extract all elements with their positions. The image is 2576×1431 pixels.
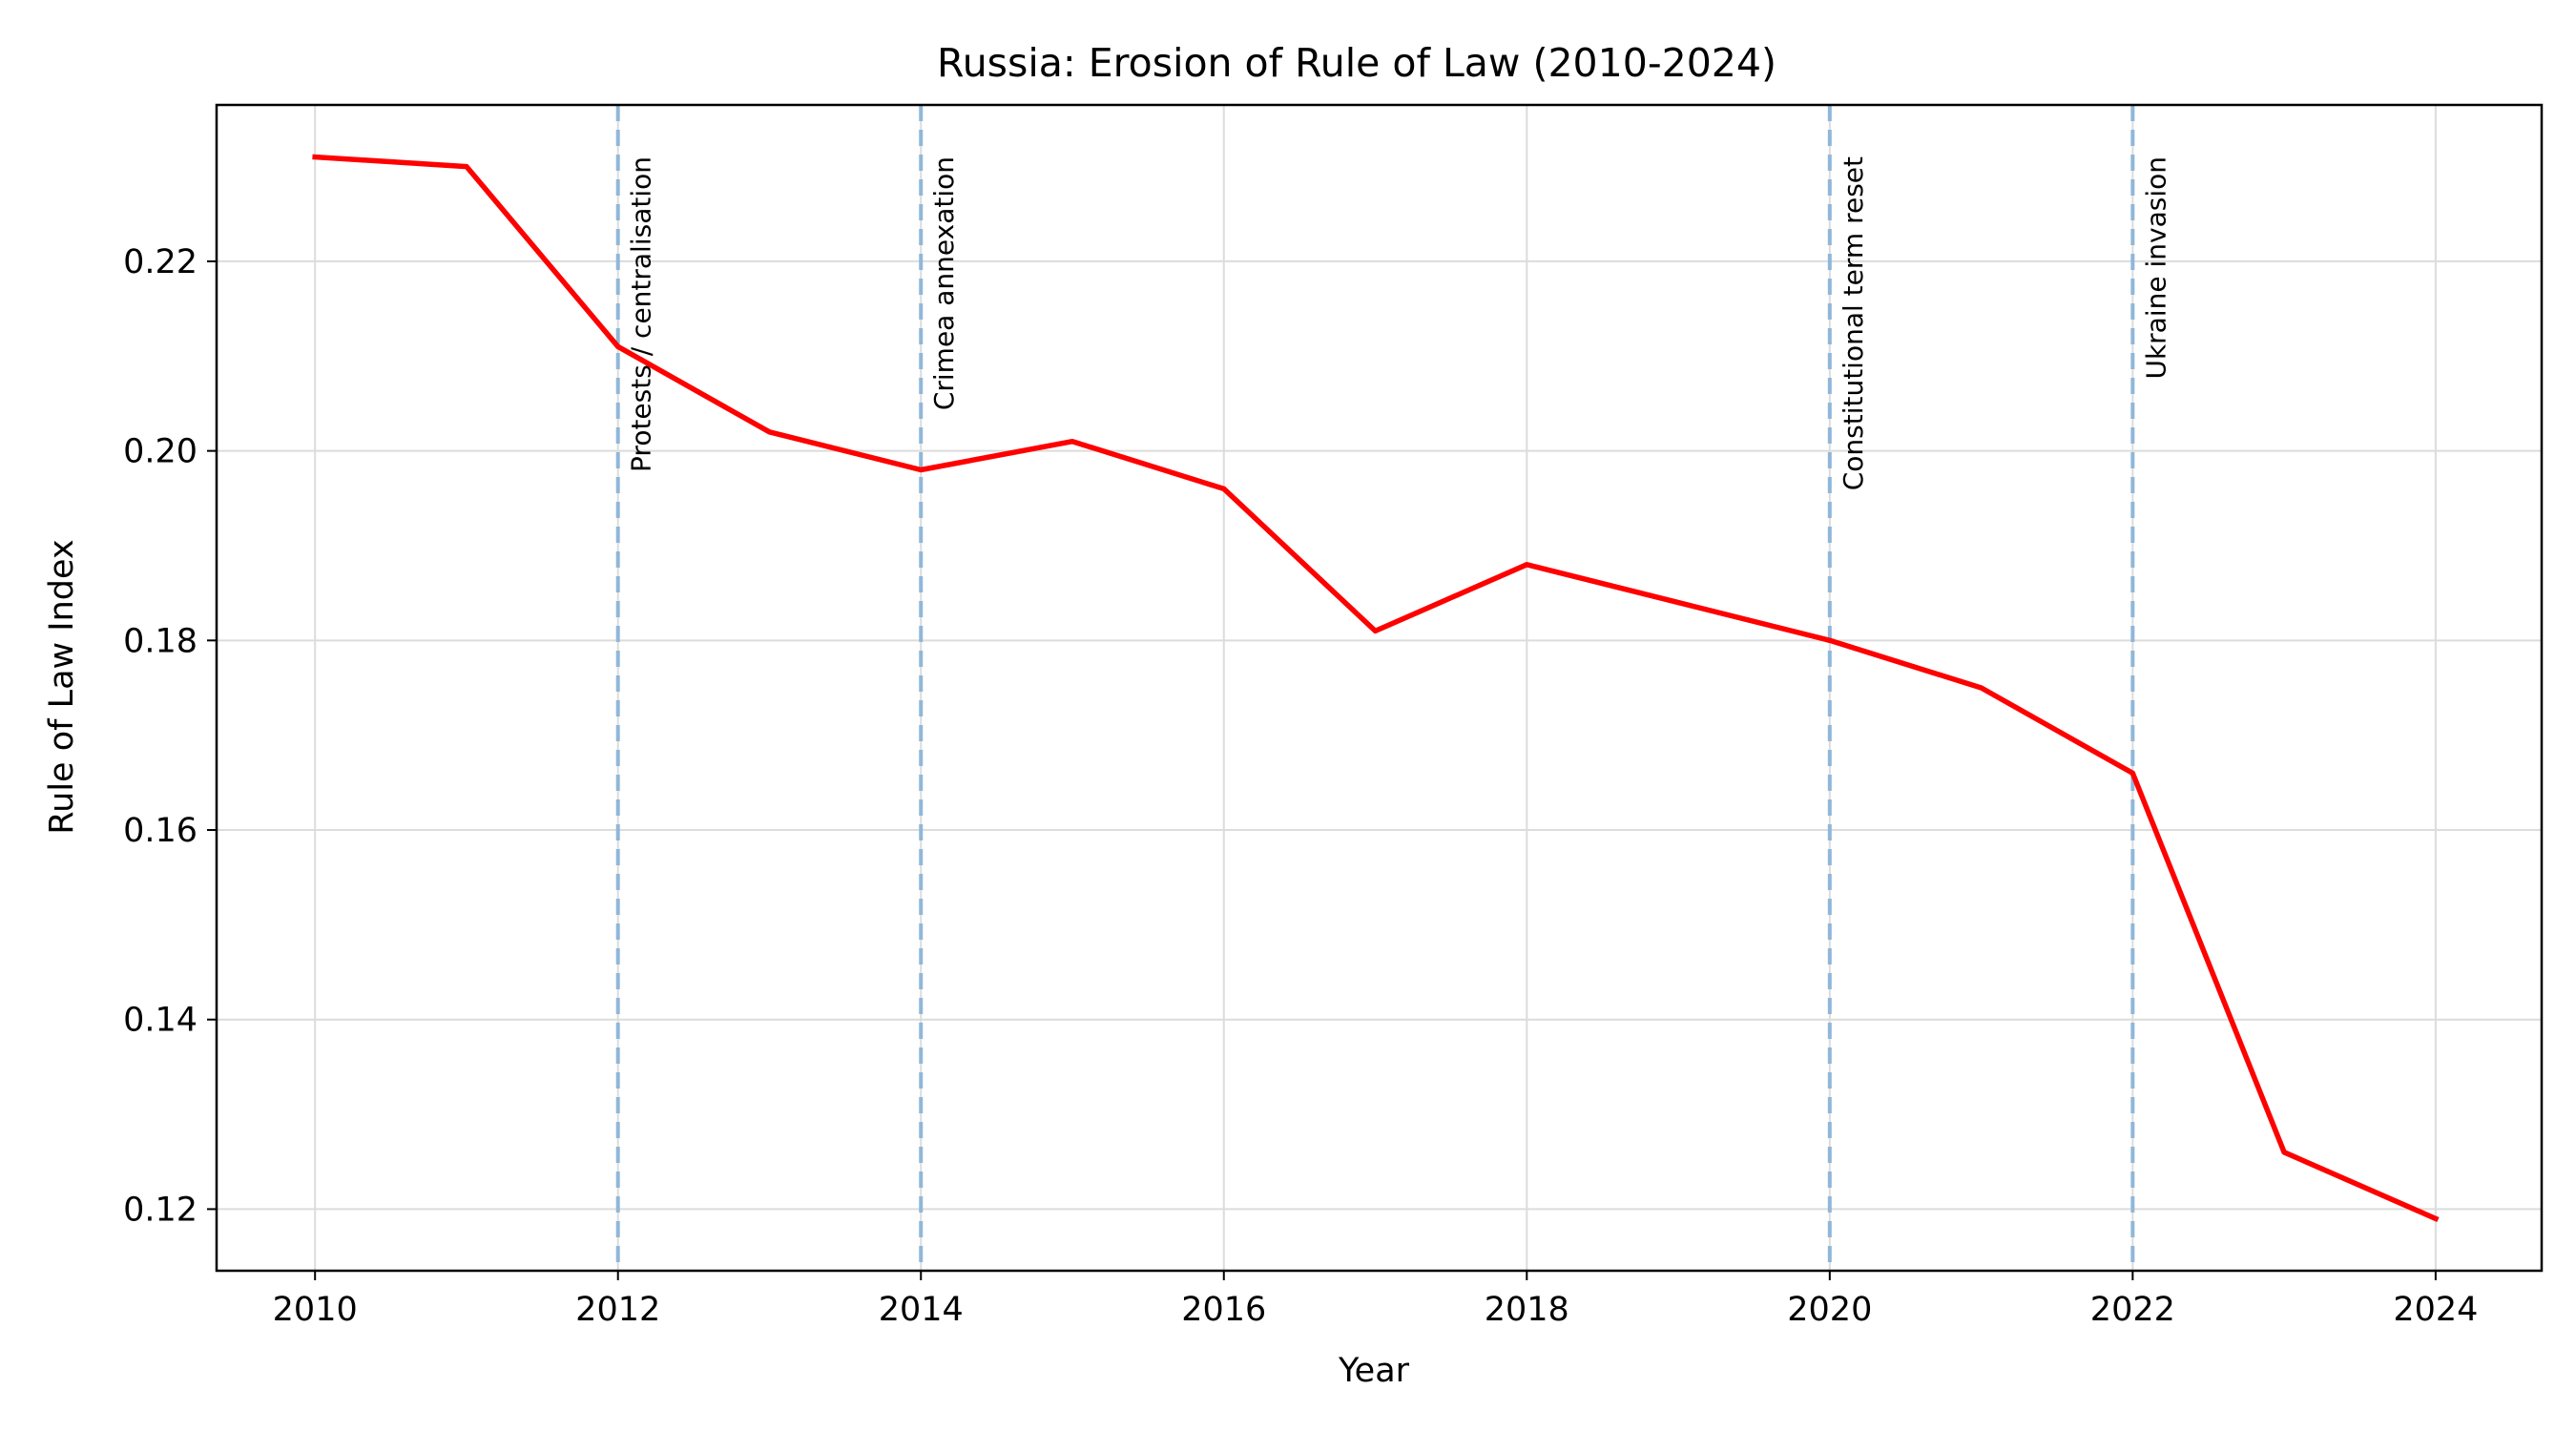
data-point	[1221, 486, 1227, 491]
x-tick-label: 2024	[2393, 1291, 2478, 1329]
x-tick-label: 2016	[1181, 1291, 1266, 1329]
data-point	[2433, 1215, 2439, 1221]
x-tick-label: 2010	[273, 1291, 358, 1329]
event-marker-label: Constitutional term reset	[1838, 156, 1869, 490]
x-tick-label: 2020	[1787, 1291, 1872, 1329]
y-tick-label: 0.16	[123, 812, 197, 850]
data-point	[1827, 637, 1833, 643]
data-point	[1373, 628, 1379, 633]
series-layer	[312, 154, 2440, 1223]
event-marker-label: Protests / centralisation	[626, 156, 657, 472]
x-tick-label: 2014	[879, 1291, 964, 1329]
data-point	[1070, 439, 1075, 445]
axis-ticks: 2010 2012 2014 2016 2018 2020 2022 2024 0.12 0.14…	[123, 243, 2478, 1329]
x-tick-label: 2018	[1485, 1291, 1569, 1329]
data-point	[918, 467, 924, 472]
y-tick-label: 0.22	[123, 243, 197, 281]
plot-frame	[215, 103, 2544, 1273]
event-marker-label: Crimea annexation	[928, 156, 960, 410]
data-point	[615, 343, 621, 349]
data-point	[2129, 770, 2135, 776]
y-axis-label: Rule of Law Index	[43, 539, 81, 834]
y-tick-label: 0.12	[123, 1191, 197, 1229]
data-point	[464, 164, 469, 170]
x-tick-label: 2012	[575, 1291, 660, 1329]
data-point	[766, 429, 772, 435]
event-marker-label: Ukraine invasion	[2140, 156, 2171, 380]
data-point	[2281, 1150, 2287, 1155]
chart-title: Russia: Erosion of Rule of Law (2010-202…	[937, 40, 1776, 86]
data-point	[1675, 600, 1681, 606]
data-point	[1979, 685, 1984, 691]
data-point	[1524, 562, 1529, 568]
y-tick-label: 0.14	[123, 1002, 197, 1040]
y-tick-label: 0.20	[123, 433, 197, 471]
y-tick-label: 0.18	[123, 622, 197, 660]
x-axis-label: Year	[1338, 1352, 1410, 1390]
x-tick-label: 2022	[2090, 1291, 2175, 1329]
event-markers: Protests / centralisation Crimea annexati…	[615, 105, 2171, 1271]
data-point	[312, 155, 318, 160]
